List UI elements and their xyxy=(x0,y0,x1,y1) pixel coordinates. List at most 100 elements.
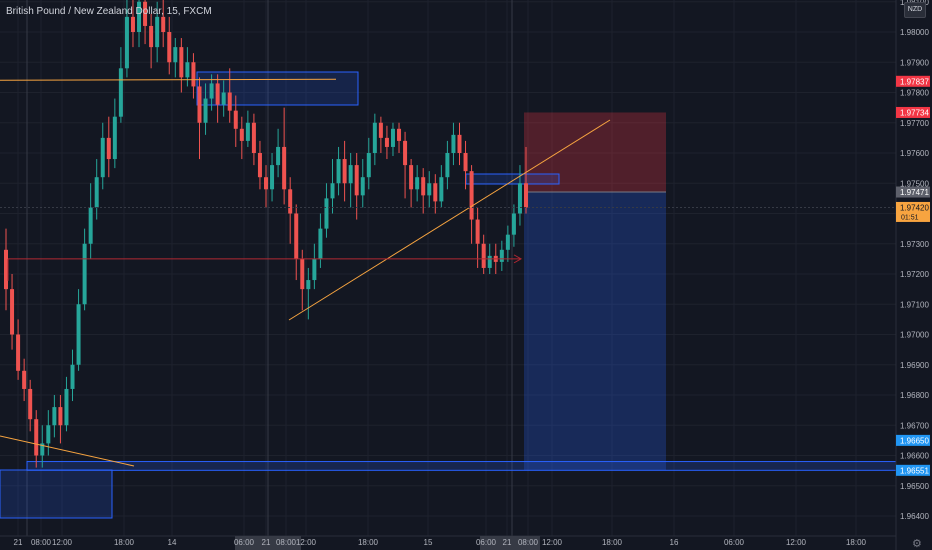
candle xyxy=(191,53,196,99)
tag-stop-red-bg xyxy=(896,106,930,118)
candle xyxy=(28,379,33,432)
supply-box-upper xyxy=(196,71,359,106)
time-axis[interactable]: 21 08:00 12:00 18:00 14 06:00 21 08:00 12:00 18:0… xyxy=(0,535,896,550)
candle-body xyxy=(34,419,39,456)
price-tick-label: 1.96700 xyxy=(900,421,929,430)
candle-body xyxy=(487,255,492,268)
candle xyxy=(70,349,75,402)
drawing-zones[interactable] xyxy=(0,71,897,519)
candle xyxy=(463,140,468,190)
candle xyxy=(294,204,299,281)
candle xyxy=(390,122,395,157)
time-tick-label: 08:00 xyxy=(31,538,52,547)
candle-body xyxy=(233,110,238,129)
candle xyxy=(4,228,8,311)
candle xyxy=(58,395,63,444)
time-tick-label: 08:00 xyxy=(276,538,297,547)
candle-body xyxy=(354,165,359,196)
candle xyxy=(451,122,456,166)
candle xyxy=(354,153,359,220)
currency-badge[interactable]: NZD xyxy=(904,2,926,18)
price-tick-label: 1.97100 xyxy=(900,300,929,309)
gear-icon[interactable]: ⚙ xyxy=(912,538,922,550)
ascending-trend-line xyxy=(288,119,611,321)
tag-blue-lower-bg xyxy=(896,464,930,476)
candle-body xyxy=(312,258,317,281)
candle-body xyxy=(282,146,287,190)
time-tick-label: 15 xyxy=(424,538,433,547)
time-tick-label: 12:00 xyxy=(52,538,73,547)
candle xyxy=(16,319,21,380)
candle-body xyxy=(185,62,190,78)
candle-body xyxy=(270,165,275,190)
candle xyxy=(203,83,208,135)
candle-body xyxy=(76,304,81,365)
candle-body xyxy=(40,443,45,456)
candle xyxy=(251,113,256,166)
price-tags: 1.97837 1.97734 1.97471 1.97420 01:51 1.96650… xyxy=(896,75,930,476)
candle-body xyxy=(276,146,281,166)
candle xyxy=(282,107,287,205)
candle-body xyxy=(511,213,516,235)
horizontal-trend-line xyxy=(0,78,337,81)
time-tick-label: 14 xyxy=(168,538,177,547)
candle-body xyxy=(88,207,93,244)
price-tick-label: 1.97600 xyxy=(900,149,929,158)
candle xyxy=(384,125,389,160)
time-tick-label: 21 xyxy=(14,538,23,547)
time-highlight xyxy=(480,536,540,550)
candle xyxy=(76,289,81,371)
time-tick-label: 12:00 xyxy=(296,538,317,547)
candle-body xyxy=(324,198,329,229)
candle-body xyxy=(306,280,311,290)
descending-trend-line xyxy=(0,435,135,467)
candle xyxy=(197,77,202,160)
time-tick-label: 18:00 xyxy=(114,538,135,547)
price-tick-label: 1.97000 xyxy=(900,331,929,340)
price-tick-label: 1.97500 xyxy=(900,179,929,188)
candle xyxy=(499,240,504,271)
candle-body xyxy=(397,128,402,141)
candle-body xyxy=(427,183,432,196)
take-profit-zone xyxy=(524,192,666,471)
tag-current-timer: 01:51 xyxy=(901,214,919,221)
candle xyxy=(221,80,226,117)
time-tick-label: 12:00 xyxy=(542,538,563,547)
price-tick-label: 1.97700 xyxy=(900,119,929,128)
candle-body xyxy=(106,137,111,160)
candle-body xyxy=(245,122,250,141)
candle-body xyxy=(209,83,214,99)
price-tick-label: 1.96900 xyxy=(900,361,929,370)
time-tick-label: 18:00 xyxy=(602,538,623,547)
candle-body xyxy=(300,258,305,290)
candle xyxy=(46,410,51,456)
tag-upper-red-bg xyxy=(896,75,930,87)
candle xyxy=(155,1,160,63)
price-tick-label: 1.98000 xyxy=(900,28,929,37)
price-tick-label: 1.97200 xyxy=(900,270,929,279)
candle-body xyxy=(463,153,468,172)
candle xyxy=(511,204,516,247)
candle xyxy=(245,110,250,147)
candle-body xyxy=(445,153,450,178)
candle xyxy=(270,153,275,202)
candle xyxy=(143,0,148,45)
chart-title: British Pound / New Zealand Dollar, 15, … xyxy=(6,6,212,17)
candle xyxy=(366,137,371,190)
candle xyxy=(524,146,528,214)
candle-body xyxy=(457,134,462,153)
candle-body xyxy=(288,189,293,214)
demand-line-zone xyxy=(26,461,897,471)
candle xyxy=(124,0,129,78)
candle xyxy=(517,165,522,226)
candle xyxy=(257,140,262,190)
tag-blue-upper-bg xyxy=(896,434,930,446)
time-tick-label: 18:00 xyxy=(358,538,379,547)
candle-body xyxy=(360,177,365,196)
drawing-lines[interactable] xyxy=(0,78,896,467)
candle xyxy=(52,395,57,438)
candle xyxy=(173,38,178,78)
candle xyxy=(88,183,93,259)
candle-body xyxy=(82,243,87,305)
